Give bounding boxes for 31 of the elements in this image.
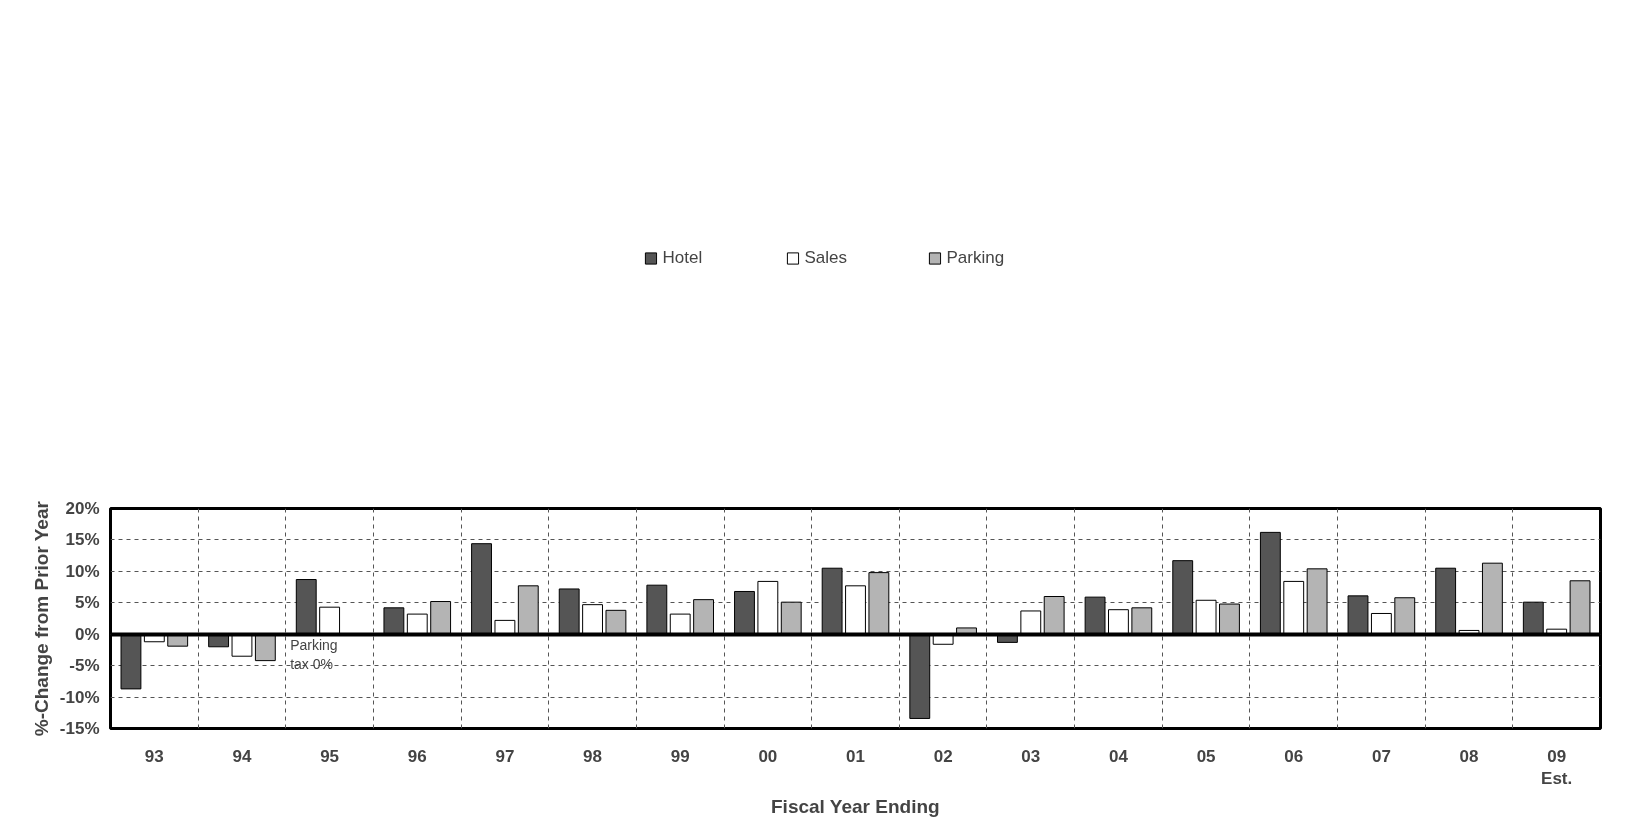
legend-label: Parking [946,248,1006,268]
x-tick-label: 01 [846,746,865,766]
x-tick-label: 06 [1284,746,1304,766]
annotation: Parking tax 0% [290,636,338,672]
y-tick-label: -10% [59,687,100,707]
x-tick-label: 93 [144,746,164,766]
y-tick-label: 20% [65,499,100,518]
y-tick-label: -15% [59,719,100,738]
y-tick-label: 5% [74,593,100,613]
x-tick-label: 99 [670,746,690,766]
y-axis-title: %-Change from Prior Year [30,500,52,737]
x-tick-label: 97 [495,746,515,766]
x-tick-label: 96 [407,746,427,766]
x-tick-label: 09 Est. [1541,746,1573,789]
x-tick-label: 98 [583,746,603,766]
legend-label: Hotel [662,248,704,268]
x-tick-label: 07 [1371,746,1391,766]
x-tick-label: 03 [1021,746,1041,766]
x-axis-title: Fiscal Year Ending [771,796,940,818]
x-tick-label: 08 [1459,746,1479,766]
x-tick-label: 00 [758,746,778,766]
x-tick-label: 95 [320,746,340,766]
x-tick-label: 05 [1196,746,1216,766]
legend-label: Sales [804,248,849,268]
y-tick-label: 0% [74,624,100,644]
y-tick-label: 10% [65,561,100,581]
x-tick-label: 04 [1108,746,1129,766]
x-tick-label: 02 [933,746,953,766]
y-tick-label: 15% [65,530,100,550]
y-tick-label: -5% [69,656,100,676]
x-tick-label: 94 [232,746,252,766]
